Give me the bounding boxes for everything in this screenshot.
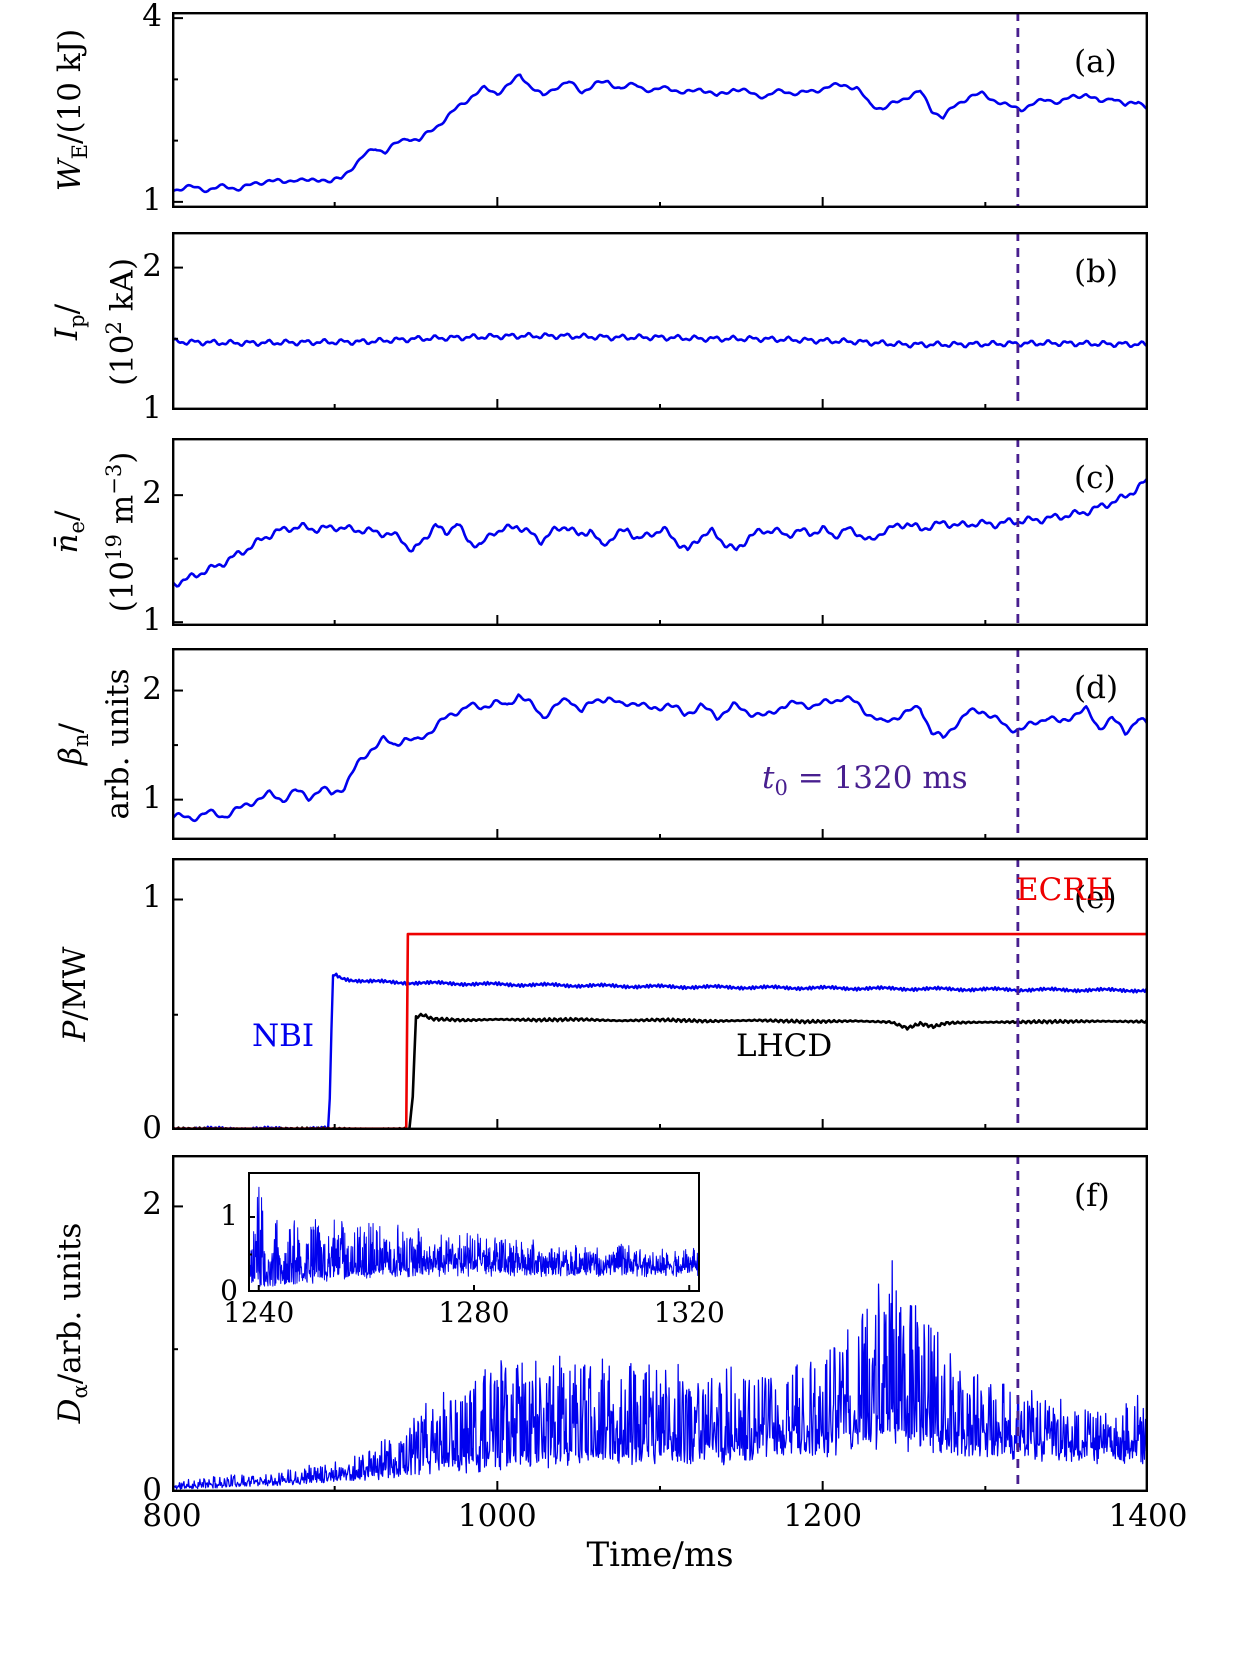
tick-label: 0 [142,1110,162,1147]
t0-annotation: t0 = 1320 ms [762,760,968,801]
y-axis-label-c-line1: n̄e/ [48,510,89,554]
tick-label: 0 [220,1273,238,1307]
tick-label: 1 [142,390,162,427]
y-axis-label-b-line2: (102 kA) [100,257,141,387]
tick-label: 2 [142,1186,162,1223]
tick-label: 1000 [457,1498,537,1534]
panel-label-c: (c) [1074,460,1116,496]
tick-label: 800 [142,1498,202,1534]
tick-label: 1280 [438,1296,510,1329]
chart-canvas-inset [248,1172,700,1292]
y-axis-label-d-line1: βn/ [53,723,94,765]
chart-canvas-b [172,232,1148,410]
ecrh-series-label: ECRH [1016,872,1113,908]
tick-label: 0 [142,1472,162,1509]
chart-canvas-e [172,858,1148,1130]
nbi-series-label: NBI [252,1018,315,1054]
tick-label: 2 [142,670,162,707]
y-axis-label-d: βn/ arb. units [53,634,135,854]
y-axis-label-b-line1: Ip/ [48,303,89,341]
x-axis-title: Time/ms [586,1535,734,1575]
chart-canvas-a [172,12,1148,208]
tick-label: 1320 [653,1296,725,1329]
panel-label-b: (b) [1074,254,1119,290]
y-axis-label-f-text: Dα/arb. units [51,1222,93,1424]
chart-canvas-c [172,438,1148,626]
tick-label: 1200 [783,1498,863,1534]
tick-label: 1400 [1108,1498,1188,1534]
tick-label: 1 [220,1198,238,1232]
tick-label: 1 [142,779,162,816]
tick-label: 2 [142,475,162,512]
panel-label-f: (f) [1074,1178,1110,1214]
y-axis-label-c: n̄e/ (1019 m−3) [49,402,141,662]
y-axis-label-a-text: WE/(10 kJ) [51,28,93,192]
tick-label: 2 [142,247,162,284]
y-axis-label-e-text: P/MW [56,946,93,1042]
tick-label: 1 [142,602,162,639]
y-axis-label-d-line2: arb. units [99,668,136,820]
tick-label: 1240 [223,1296,295,1329]
y-axis-label-f: Dα/arb. units [51,1173,95,1473]
y-axis-label-b: Ip/ (102 kA) [49,212,141,432]
y-axis-label-c-line2: (1019 m−3) [100,451,141,613]
tick-label: 1 [142,182,162,219]
panel-label-e: (e) [1074,880,1117,916]
tick-label: 1 [142,879,162,916]
tick-label: 4 [142,0,162,35]
panel-label-d: (d) [1074,670,1119,706]
lhcd-series-label: LHCD [736,1028,833,1064]
y-axis-label-e: P/MW [55,894,95,1094]
panel-label-a: (a) [1074,44,1117,80]
chart-canvas-d [172,648,1148,840]
